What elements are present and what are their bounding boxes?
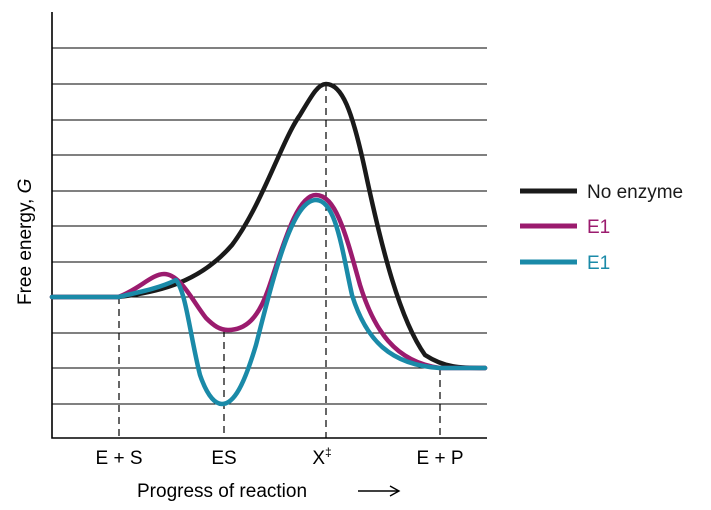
legend-item-no-enzyme: No enzyme bbox=[520, 182, 683, 203]
axes-frame bbox=[51, 12, 487, 439]
curve-e1-teal bbox=[49, 197, 488, 407]
legend-label-no-enzyme: No enzyme bbox=[587, 182, 683, 203]
state-label-e-plus-p: E + P bbox=[417, 448, 464, 469]
y-axis-label-text: Free energy, bbox=[15, 193, 36, 305]
legend-label-e1-magenta: E1 bbox=[587, 217, 610, 238]
legend-item-e1-teal: E1 bbox=[520, 253, 610, 274]
transition-superscript: ‡ bbox=[325, 445, 332, 459]
state-label-es: ES bbox=[211, 448, 236, 469]
legend-item-e1-magenta: E1 bbox=[520, 217, 610, 238]
gridlines bbox=[52, 47, 487, 405]
transition-base: X bbox=[312, 448, 325, 469]
x-axis-arrow-icon bbox=[358, 485, 401, 497]
state-guides bbox=[118, 84, 441, 438]
curve-no-enzyme bbox=[49, 81, 488, 371]
x-axis-label: Progress of reaction bbox=[137, 481, 307, 502]
legend: No enzyme E1 E1 bbox=[520, 182, 683, 274]
legend-label-e1-teal: E1 bbox=[587, 253, 610, 274]
y-axis-variable: G bbox=[15, 179, 36, 194]
curve-e1-magenta bbox=[49, 192, 488, 371]
state-label-e-plus-s: E + S bbox=[96, 448, 143, 469]
state-label-transition: X‡ bbox=[312, 445, 331, 469]
y-axis-label: Free energy, G bbox=[15, 179, 36, 305]
